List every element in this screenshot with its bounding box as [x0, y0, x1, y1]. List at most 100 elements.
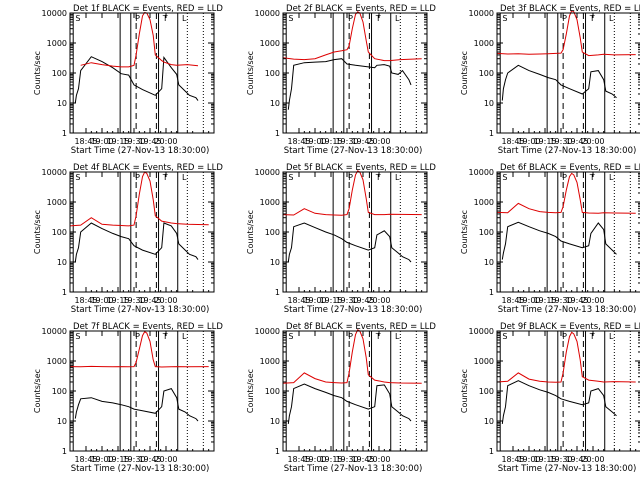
marker-letter: L: [182, 332, 187, 341]
chart-panel-9: 1 10 100 1000 10000 18:4519:0019:1519:3019:45…: [460, 322, 640, 474]
x-tick-label: 19:15: [106, 296, 129, 305]
x-tick-label: 18:45: [501, 455, 524, 464]
x-tick-label: 19:15: [319, 296, 342, 305]
x-axis-label: Start Time (27-Nov-13 18:30:00): [71, 464, 210, 474]
x-tick-label: 19:30: [335, 137, 358, 146]
marker-letter: S: [502, 332, 507, 341]
x-tick-label: 19:30: [549, 455, 572, 464]
y-tick-label: 1000: [474, 39, 494, 48]
marker-letter: S: [502, 173, 507, 182]
series-line-events: [287, 383, 412, 424]
marker-letter: S: [288, 173, 293, 182]
y-tick-label: 100: [479, 69, 494, 78]
marker-letter: S: [288, 14, 293, 23]
y-tick-label: 1000: [47, 198, 67, 207]
series-line-lld: [496, 172, 636, 214]
series-line-lld: [69, 330, 209, 368]
series-line-lld: [69, 171, 209, 227]
marker-letter: P: [135, 332, 140, 341]
y-tick-label: 1000: [47, 357, 67, 366]
x-axis-label: Start Time (27-Nov-13 18:30:00): [284, 305, 423, 315]
y-tick-label: 10000: [255, 168, 280, 177]
x-tick-label: 19:15: [106, 455, 129, 464]
x-tick-label: 19:15: [533, 137, 556, 146]
marker-letter: T: [162, 332, 168, 341]
marker-letter: P: [562, 332, 567, 341]
y-tick-label: 10000: [255, 9, 280, 18]
y-tick-label: 1: [275, 129, 280, 138]
plot-frame: [496, 330, 640, 452]
marker-letter: T: [162, 173, 168, 182]
y-axis-label: Counts/sec: [460, 369, 469, 413]
x-tick-label: 19:15: [533, 296, 556, 305]
x-tick-label: 18:45: [287, 137, 310, 146]
x-axis-label: Start Time (27-Nov-13 18:30:00): [71, 146, 210, 156]
marker-letter: P: [562, 14, 567, 23]
x-tick-label: 19:30: [122, 455, 145, 464]
chart-title: Det 9f BLACK = Events, RED = LLD: [500, 322, 640, 332]
series-line-events: [501, 380, 617, 424]
x-tick-label: 19:00: [517, 137, 540, 146]
series-line-lld: [282, 11, 422, 62]
chart-panel-4: 1 10 100 1000 10000 18:4519:0019:1519:3019:45…: [33, 163, 223, 315]
chart-title: Det 3f BLACK = Events, RED = LLD: [500, 4, 640, 14]
x-tick-label: 19:00: [303, 137, 326, 146]
y-tick-label: 1: [489, 447, 494, 456]
series-line-events: [74, 55, 199, 104]
series-line-events: [501, 221, 617, 260]
x-axis-label: Start Time (27-Nov-13 18:30:00): [284, 464, 423, 474]
x-tick-label: 19:30: [122, 296, 145, 305]
y-tick-label: 10: [270, 258, 280, 267]
y-tick-label: 10000: [469, 327, 494, 336]
y-tick-label: 1000: [47, 39, 67, 48]
y-tick-label: 1000: [474, 198, 494, 207]
series-line-lld: [496, 9, 636, 57]
y-tick-label: 100: [52, 387, 67, 396]
series-line-lld: [80, 11, 199, 68]
plot-frame: [282, 330, 428, 452]
x-tick-label: 19:45: [138, 296, 161, 305]
x-tick-label: 19:30: [122, 137, 145, 146]
y-tick-label: 10: [57, 417, 67, 426]
y-tick-label: 10000: [255, 327, 280, 336]
x-tick-label: 19:15: [533, 455, 556, 464]
plot-frame: [496, 171, 640, 293]
marker-letter: T: [375, 173, 381, 182]
marker-letter: T: [589, 173, 595, 182]
chart-panel-5: 1 10 100 1000 10000 18:4519:0019:1519:3019:45…: [246, 163, 436, 315]
y-tick-label: 1000: [260, 357, 280, 366]
x-axis-label: Start Time (27-Nov-13 18:30:00): [498, 305, 637, 315]
y-tick-label: 1000: [260, 39, 280, 48]
marker-letter: T: [375, 14, 381, 23]
x-tick-label: 19:45: [138, 455, 161, 464]
y-axis-label: Counts/sec: [246, 369, 255, 413]
marker-letter: L: [609, 332, 614, 341]
y-tick-label: 1: [489, 129, 494, 138]
marker-letter: P: [348, 14, 353, 23]
marker-letter: P: [135, 173, 140, 182]
x-tick-label: 19:45: [565, 137, 588, 146]
marker-letter: L: [395, 14, 400, 23]
plot-frame: [282, 12, 428, 134]
y-tick-label: 1: [62, 129, 67, 138]
x-tick-label: 19:45: [565, 296, 588, 305]
y-tick-label: 100: [479, 387, 494, 396]
y-axis-label: Counts/sec: [33, 369, 42, 413]
marker-letter: P: [348, 173, 353, 182]
x-tick-label: 18:45: [74, 455, 97, 464]
y-tick-label: 1000: [260, 198, 280, 207]
series-line-events: [74, 388, 199, 422]
marker-letter: L: [395, 332, 400, 341]
x-tick-label: 20:00: [367, 137, 390, 146]
x-tick-label: 19:00: [90, 296, 113, 305]
chart-title: Det 5f BLACK = Events, RED = LLD: [286, 163, 436, 173]
marker-letter: T: [375, 332, 381, 341]
y-tick-label: 10: [484, 258, 494, 267]
marker-letter: L: [182, 173, 187, 182]
y-tick-label: 100: [52, 228, 67, 237]
x-tick-label: 19:00: [517, 455, 540, 464]
y-tick-label: 10: [57, 258, 67, 267]
y-tick-label: 10000: [469, 168, 494, 177]
chart-title: Det 4f BLACK = Events, RED = LLD: [73, 163, 223, 173]
y-tick-label: 10000: [42, 9, 67, 18]
